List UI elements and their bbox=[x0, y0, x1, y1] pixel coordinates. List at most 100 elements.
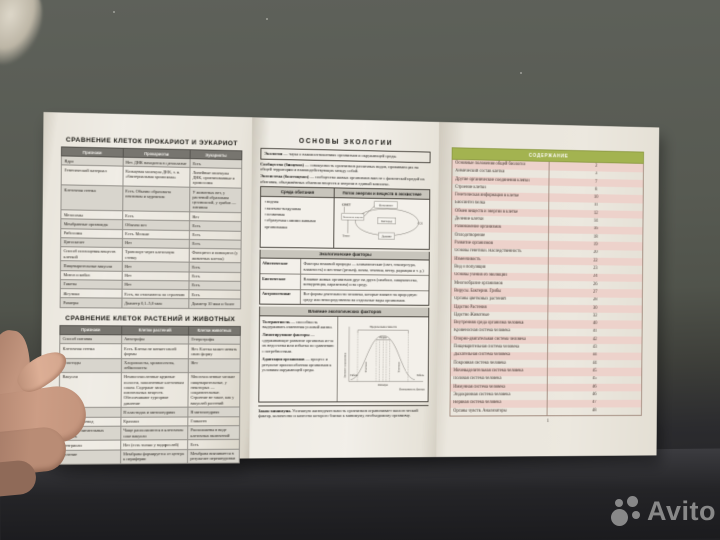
factor-row: Биотические Влияние живых организмов дру… bbox=[260, 274, 429, 292]
y-axis-label: Активность организмов bbox=[344, 352, 347, 378]
table-row: Хранение питательных веществ Чаще распол… bbox=[58, 425, 240, 441]
feature-cell: Размеры bbox=[60, 298, 122, 308]
habitat-column: Среда обитания водная наземно-воздушная … bbox=[260, 187, 335, 248]
table-body: Способ питания Автотрофы Гетеротрофы Кле… bbox=[58, 334, 241, 465]
toc-row: Органы чувств. Анализаторы 48 bbox=[450, 407, 642, 416]
value-cell: Немногочисленные крупные полости, заполн… bbox=[120, 372, 189, 408]
term: Экология bbox=[264, 150, 283, 157]
prokaryote-eukaryote-table: Признаки Прокариоты Эукариоты Ядро Нет. … bbox=[60, 146, 243, 309]
value-cell: Есть bbox=[188, 289, 241, 300]
table1-title: СРАВНЕНИЕ КЛЕТОК ПРОКАРИОТ И ЭУКАРИОТ bbox=[65, 136, 238, 148]
value-cell: Крахмал bbox=[120, 416, 188, 427]
limits-label: Пределы выносливости bbox=[370, 325, 398, 329]
table-row: Клеточная стенка Есть. Клетка не меняет … bbox=[59, 343, 241, 359]
term: Закон минимума. bbox=[258, 407, 292, 413]
value-cell: Нет bbox=[188, 358, 241, 373]
toc-entry-title: Иммунная система человека bbox=[450, 383, 547, 392]
avito-logo-icon bbox=[611, 495, 642, 528]
toc-entry-page: 44 bbox=[547, 352, 642, 361]
table-of-contents: СОДЕРЖАНИЕ Основные положения общей биол… bbox=[449, 147, 645, 417]
habitat-list: водная наземно-воздушная почвенная образ… bbox=[261, 196, 334, 233]
value-cell: У животных нет, у растений образована це… bbox=[189, 187, 242, 213]
heat-label: Тепло bbox=[342, 233, 350, 237]
avito-brand-text: Avito bbox=[647, 496, 716, 526]
factor-row: Антропогенные Все формы деятельности чел… bbox=[260, 289, 428, 306]
oxygen-label: Кислород bbox=[381, 219, 392, 223]
column-header: Клетки животных bbox=[188, 325, 241, 336]
factor-text: Влияние живых организмов друг на друга (… bbox=[303, 276, 418, 288]
value-cell: Транспорт через клеточную стенку bbox=[121, 247, 190, 263]
influence-definitions: Толерантность — способность выдерживать … bbox=[259, 316, 337, 401]
eco-factors-table: Абиотические Факторы неживой природы — к… bbox=[259, 258, 430, 307]
habitat-flow-box: Среда обитания водная наземно-воздушная … bbox=[259, 186, 431, 250]
toc-row: Иммунная система человека 46 bbox=[450, 383, 642, 392]
value-cell: Линейные молекулы ДНК, организованные в … bbox=[189, 167, 242, 189]
feature-cell: Пластиды bbox=[59, 358, 122, 373]
nutrients-label: Питательные вещества bbox=[343, 216, 363, 218]
toc-entry-page: 46 bbox=[546, 383, 642, 392]
toc-entry-page: 44 bbox=[546, 359, 642, 369]
value-cell: Есть bbox=[188, 280, 241, 291]
toc-entry-title: Покровная система человека bbox=[453, 360, 506, 366]
optimum-label: Оптимум bbox=[378, 384, 388, 387]
toc-entry-title: Пищеварительная система человека bbox=[453, 344, 520, 350]
influence-definition: Лимитирующие факторы — сдерживающие разв… bbox=[262, 332, 335, 354]
feature-cell: Способ питания bbox=[59, 334, 122, 344]
factor-term: Антропогенные bbox=[260, 289, 301, 305]
value-cell: Расположены в виде клеточных включений bbox=[187, 425, 240, 440]
photosynthesis-label: Фотосинтез bbox=[379, 203, 393, 207]
dust-speck bbox=[266, 18, 268, 20]
definition: Экосистема (биогеоценоз) — сообщество жи… bbox=[260, 173, 430, 187]
toc-entry-title: Нервная система человека bbox=[450, 399, 547, 408]
breathing-label: Дыхание bbox=[381, 234, 392, 238]
factor-term: Абиотические bbox=[260, 258, 302, 274]
value-cell: Автотрофы bbox=[121, 334, 189, 345]
death-right-label: Гибель bbox=[417, 374, 425, 377]
death-left-label: Гибель bbox=[351, 374, 359, 377]
booklet-contents-page: СОДЕРЖАНИЕ Основные положения общей биол… bbox=[436, 121, 660, 458]
value-cell: Диаметр 10 мкм и более bbox=[188, 299, 241, 309]
toc-entry-page: 43 bbox=[547, 344, 642, 353]
toc-row: Половая система человека 45 bbox=[450, 375, 642, 384]
ecology-title: ОСНОВЫ ЭКОЛОГИИ bbox=[298, 137, 394, 147]
toc-entry-page: 45 bbox=[546, 367, 642, 376]
value-cell: Гетеротрофы bbox=[188, 334, 241, 345]
dried-flower bbox=[0, 0, 52, 73]
definitions: Сообщество (биоценоз) — совокупность орг… bbox=[260, 161, 430, 187]
ecology-definition-box: Экология — наука о взаимоотношениях орга… bbox=[260, 147, 431, 163]
factor-row: Абиотические Факторы неживой природы — к… bbox=[260, 258, 429, 276]
value-cell: Мембрана впячивается в результате перешн… bbox=[187, 448, 240, 464]
law-of-minimum: Закон минимума. Успешную жизнедеятельнос… bbox=[258, 404, 429, 420]
value-cell: Есть bbox=[188, 271, 241, 282]
booklet-middle-page: ОСНОВЫ ЭКОЛОГИИ Экология — наука о взаим… bbox=[249, 117, 440, 459]
influence-definition: Толерантность — способность выдерживать … bbox=[262, 319, 335, 330]
definition-text: — наука о взаимоотношениях организмов и … bbox=[283, 151, 397, 159]
toc-entry-page: 45 bbox=[546, 375, 642, 384]
value-cell: Хлоропласты, хромопласты, лейкопласты bbox=[121, 358, 189, 373]
influence-definition: Адаптация организмов — процесс и результ… bbox=[262, 356, 335, 372]
table-row: Вакуоли Немногочисленные крупные полости… bbox=[59, 372, 241, 408]
energy-flow-diagram: СВЕТ Фотосинтез Питательные вещества Кис… bbox=[334, 198, 423, 244]
table-row: Клеточная стенка Есть. Обычно образована… bbox=[60, 184, 242, 213]
tolerance-curve-chart: Пределы выносливости Норма bbox=[344, 325, 426, 391]
toc-entry-title: Дыхательная система человека bbox=[450, 351, 548, 360]
x-axis-label: Интенсивность фактора bbox=[399, 388, 425, 391]
table-row: Деление Мембрана формируется от центра к… bbox=[58, 448, 240, 465]
feature-cell: Жгутики bbox=[60, 288, 122, 299]
value-cell: Многочисленные мелкие пищеварительные, у… bbox=[187, 372, 241, 408]
dust-speck bbox=[520, 72, 522, 74]
avito-watermark: Avito bbox=[611, 495, 716, 528]
page-number: 1 bbox=[546, 419, 550, 424]
energy-flow-column: Поток энергии и веществ в экосистеме СВЕ… bbox=[334, 188, 430, 248]
toc-entry-page: 48 bbox=[546, 407, 642, 416]
feature-cell: Способ поглощения веществ клеткой bbox=[60, 246, 123, 262]
table-body: Ядро Нет. ДНК находится в цитоплазме Ест… bbox=[60, 156, 242, 309]
column-header: Клетки растений bbox=[121, 325, 189, 335]
habitat-item: образуемая самими живыми организмами bbox=[265, 218, 332, 232]
value-cell: Нет (есть только у водорослей) bbox=[120, 439, 188, 450]
value-cell: Есть. Клетка не меняет своей формы bbox=[121, 343, 189, 359]
value-cell: Нет. Клетка может менять свою форму bbox=[188, 344, 241, 359]
value-cell: Кольцевая молекула ДНК, т. н. «бактериал… bbox=[122, 166, 190, 188]
value-cell: Чаще располагаются в клеточном соке ваку… bbox=[120, 425, 188, 441]
